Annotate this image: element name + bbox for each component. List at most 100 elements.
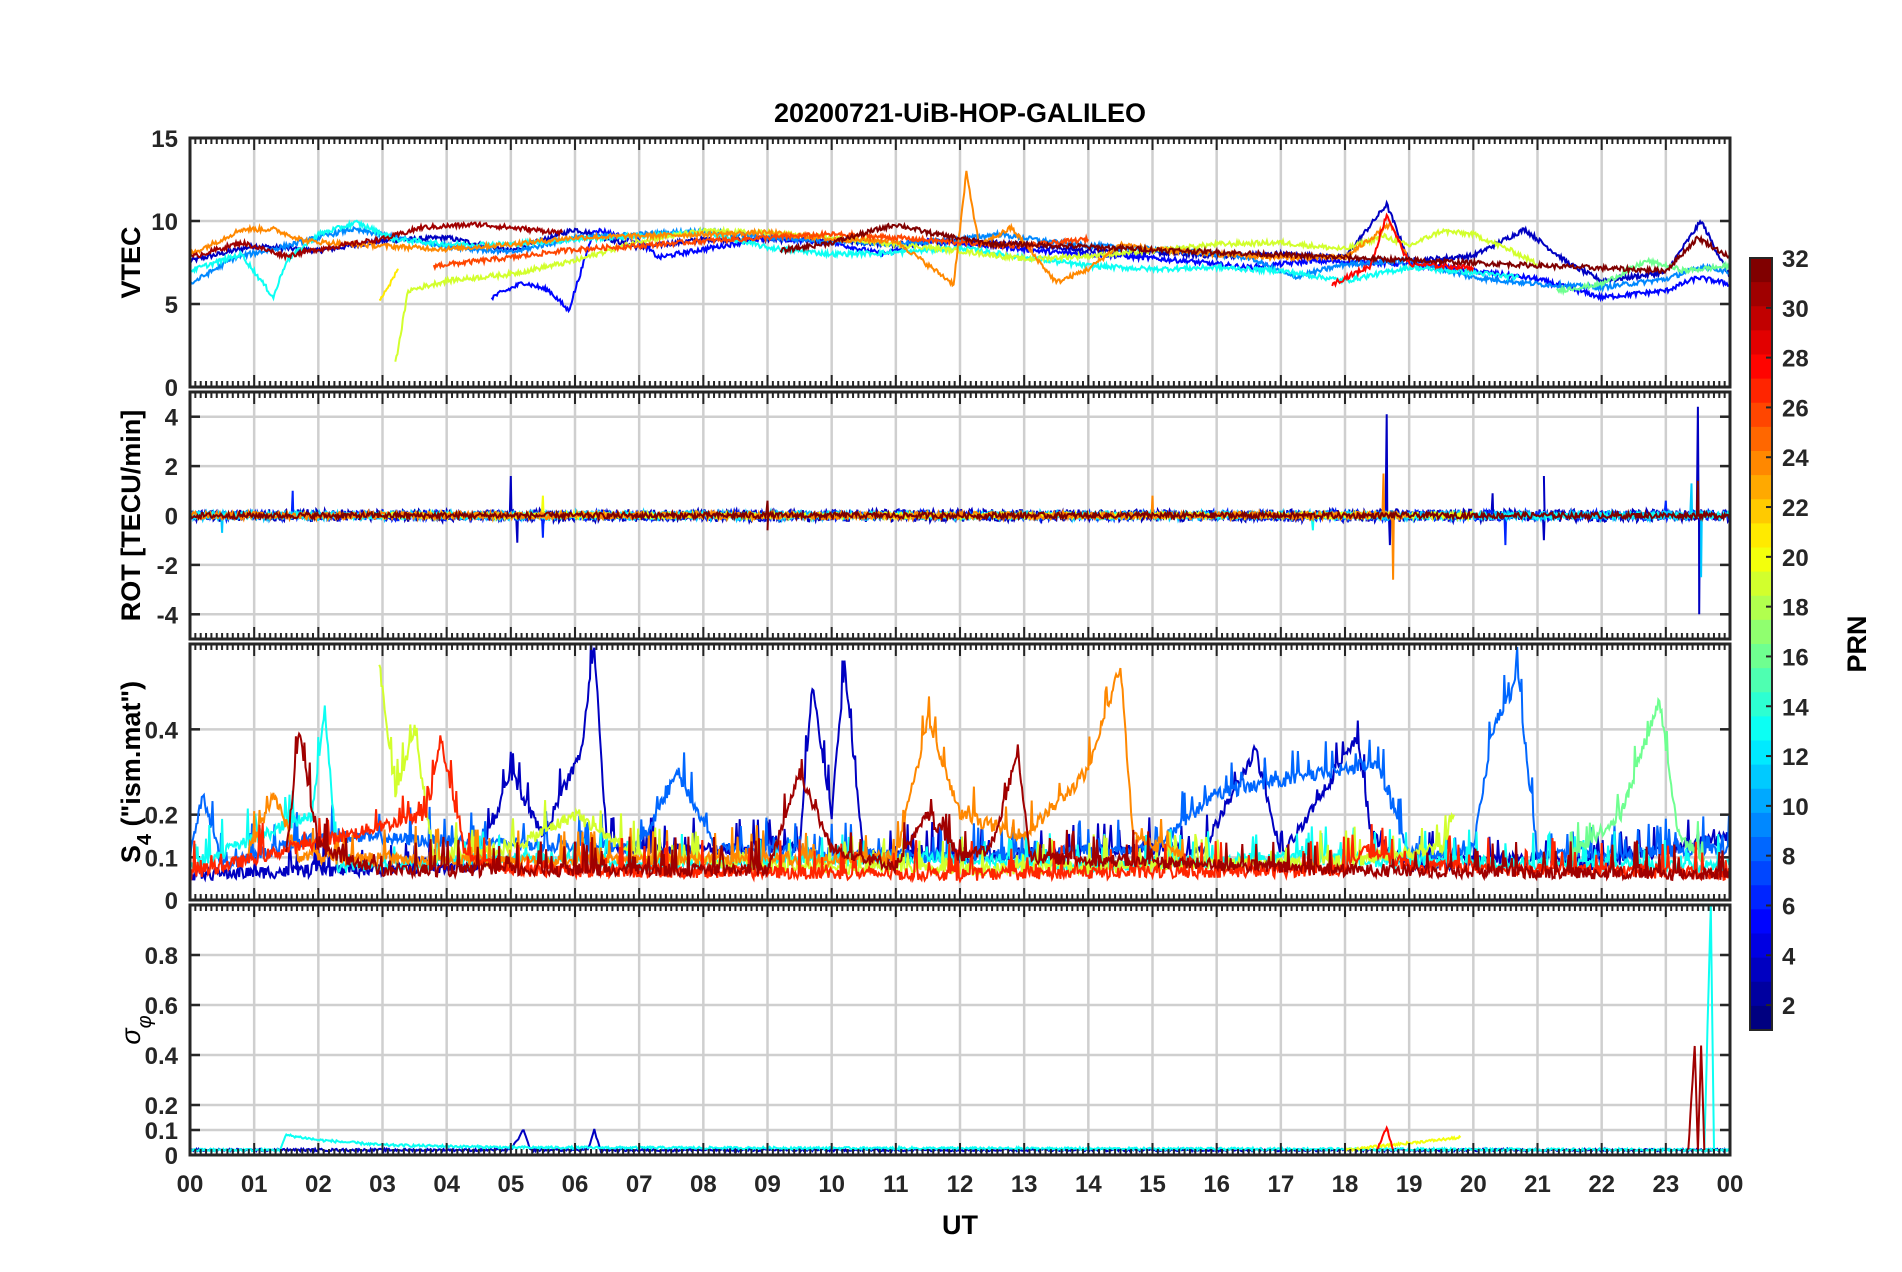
y-tick-label: 10 xyxy=(151,209,178,236)
colorbar-swatch xyxy=(1750,475,1772,500)
colorbar-swatch xyxy=(1750,619,1772,645)
series-line-prn-31 xyxy=(190,220,564,262)
x-axis-label: UT xyxy=(942,1210,978,1240)
panel-rot: 4 2 0 -2 -4 ROT [TECU/min] xyxy=(116,390,1732,641)
x-tick-label: 02 xyxy=(305,1171,332,1198)
panel-frame xyxy=(188,642,1732,902)
colorbar-swatch xyxy=(1750,837,1772,862)
colorbar-tick-label: 12 xyxy=(1782,744,1809,771)
panel-frame xyxy=(188,390,1732,641)
series-line-prn-19 xyxy=(394,225,1538,362)
colorbar-swatch xyxy=(1750,306,1772,331)
colorbar-swatch xyxy=(1750,788,1772,814)
colorbar-tick-label: 30 xyxy=(1782,296,1809,323)
colorbar-swatch xyxy=(1750,957,1772,983)
colorbar-label: PRN xyxy=(1842,615,1872,672)
series-line-prn-32 xyxy=(779,221,1730,276)
y-axis-label-vtec: VTEC xyxy=(116,226,146,298)
y-tick-label: 5 xyxy=(165,292,178,319)
x-tick-label: 05 xyxy=(497,1171,524,1198)
y-tick-label: 15 xyxy=(151,126,178,153)
y-tick-label: 0.2 xyxy=(145,803,178,830)
series-line-prn-31 xyxy=(285,731,1730,882)
colorbar-tick-label: 24 xyxy=(1782,445,1809,472)
y-axis-label-rot: ROT [TECU/min] xyxy=(116,410,146,621)
colorbar-swatch xyxy=(1750,885,1772,910)
y-tick-label: 0.2 xyxy=(145,1093,178,1120)
colorbar-swatch xyxy=(1750,740,1772,766)
colorbar-swatch xyxy=(1750,909,1772,934)
colorbar-swatch xyxy=(1750,933,1772,959)
colorbar: 32 30 28 26 24 22 20 18 16 14 12 10 8 6 4 2 PRN xyxy=(1749,246,1872,1031)
colorbar-tick-label: 14 xyxy=(1782,694,1809,721)
colorbar-swatch xyxy=(1750,330,1772,355)
y-tick-label: 0 xyxy=(165,504,178,531)
colorbar-swatch xyxy=(1750,595,1772,621)
colorbar-swatch xyxy=(1750,378,1772,404)
colorbar-tick-label: 26 xyxy=(1782,395,1809,422)
y-tick-label: 0.8 xyxy=(145,943,178,970)
y-axis-label-s4: S4 ("ism.mat") xyxy=(116,681,156,863)
x-tick-label: 06 xyxy=(562,1171,589,1198)
colorbar-swatch xyxy=(1750,764,1772,790)
y-tick-label: 0.4 xyxy=(145,1043,179,1070)
colorbar-tick-label: 16 xyxy=(1782,644,1809,671)
series-line-prn-13 xyxy=(190,219,1520,302)
panel-vtec: 15 10 5 0 VTEC xyxy=(116,126,1732,402)
x-tick-label: 07 xyxy=(626,1171,653,1198)
colorbar-swatch xyxy=(1750,523,1772,548)
series-line-prn-28 xyxy=(1376,1125,1395,1151)
x-tick-label: 19 xyxy=(1396,1171,1423,1198)
series-line-prn-32 xyxy=(190,480,1730,531)
series-line-prn-21 xyxy=(378,268,400,302)
panel-sigma_phi: 0.8 0.6 0.4 0.20.10 σφ xyxy=(116,903,1732,1170)
x-tick-label: 18 xyxy=(1332,1171,1359,1198)
colorbar-swatch xyxy=(1750,668,1772,693)
colorbar-tick-label: 8 xyxy=(1782,844,1795,871)
colorbar-swatch xyxy=(1750,1005,1772,1031)
colorbar-swatch xyxy=(1750,499,1772,524)
colorbar-tick-label: 4 xyxy=(1782,943,1796,970)
colorbar-swatch xyxy=(1750,402,1772,428)
series-line-prn-16 xyxy=(1568,697,1706,863)
colorbar-tick-label: 10 xyxy=(1782,794,1809,821)
x-tick-label: 13 xyxy=(1011,1171,1038,1198)
colorbar-swatch xyxy=(1750,258,1772,283)
colorbar-swatch xyxy=(1750,571,1772,597)
colorbar-tick-label: 28 xyxy=(1782,346,1809,373)
x-tick-label: 10 xyxy=(818,1171,845,1198)
series-line-prn-16 xyxy=(1555,256,1730,296)
x-tick-label: 20 xyxy=(1460,1171,1487,1198)
x-tick-label: 14 xyxy=(1075,1171,1102,1198)
x-tick-label: 03 xyxy=(369,1171,396,1198)
x-tick-label: 22 xyxy=(1588,1171,1615,1198)
colorbar-tick-label: 18 xyxy=(1782,595,1809,622)
x-tick-label: 17 xyxy=(1267,1171,1294,1198)
x-tick-label: 12 xyxy=(947,1171,974,1198)
colorbar-tick-label: 22 xyxy=(1782,495,1809,522)
series-line-prn-20 xyxy=(1344,1134,1462,1153)
colorbar-swatch xyxy=(1750,812,1772,838)
x-tick-label: 16 xyxy=(1203,1171,1230,1198)
panel-s4: 0.4 0.2 0.1 0 S4 ("ism.mat") xyxy=(116,642,1732,915)
y-tick-label: 0.1 xyxy=(145,845,178,872)
colorbar-tick-label: 32 xyxy=(1782,246,1809,273)
y-tick-label: 0 xyxy=(165,1143,178,1170)
colorbar-swatch xyxy=(1750,426,1772,452)
x-tick-label: 04 xyxy=(433,1171,460,1198)
colorbar-swatch xyxy=(1750,547,1772,573)
colorbar-swatch xyxy=(1750,692,1772,717)
colorbar-tick-label: 6 xyxy=(1782,893,1795,920)
series-line-prn-28 xyxy=(1331,212,1475,288)
x-tick-label: 09 xyxy=(754,1171,781,1198)
x-tick-label: 00 xyxy=(1717,1171,1744,1198)
colorbar-swatch xyxy=(1750,354,1772,380)
y-tick-label: -2 xyxy=(157,553,178,580)
panel-frame xyxy=(188,136,1732,389)
x-tick-label: 21 xyxy=(1524,1171,1551,1198)
panel-frame xyxy=(188,903,1732,1157)
y-axis-label-sigma_phi: σφ xyxy=(116,1015,156,1044)
y-tick-label: 4 xyxy=(165,405,179,432)
